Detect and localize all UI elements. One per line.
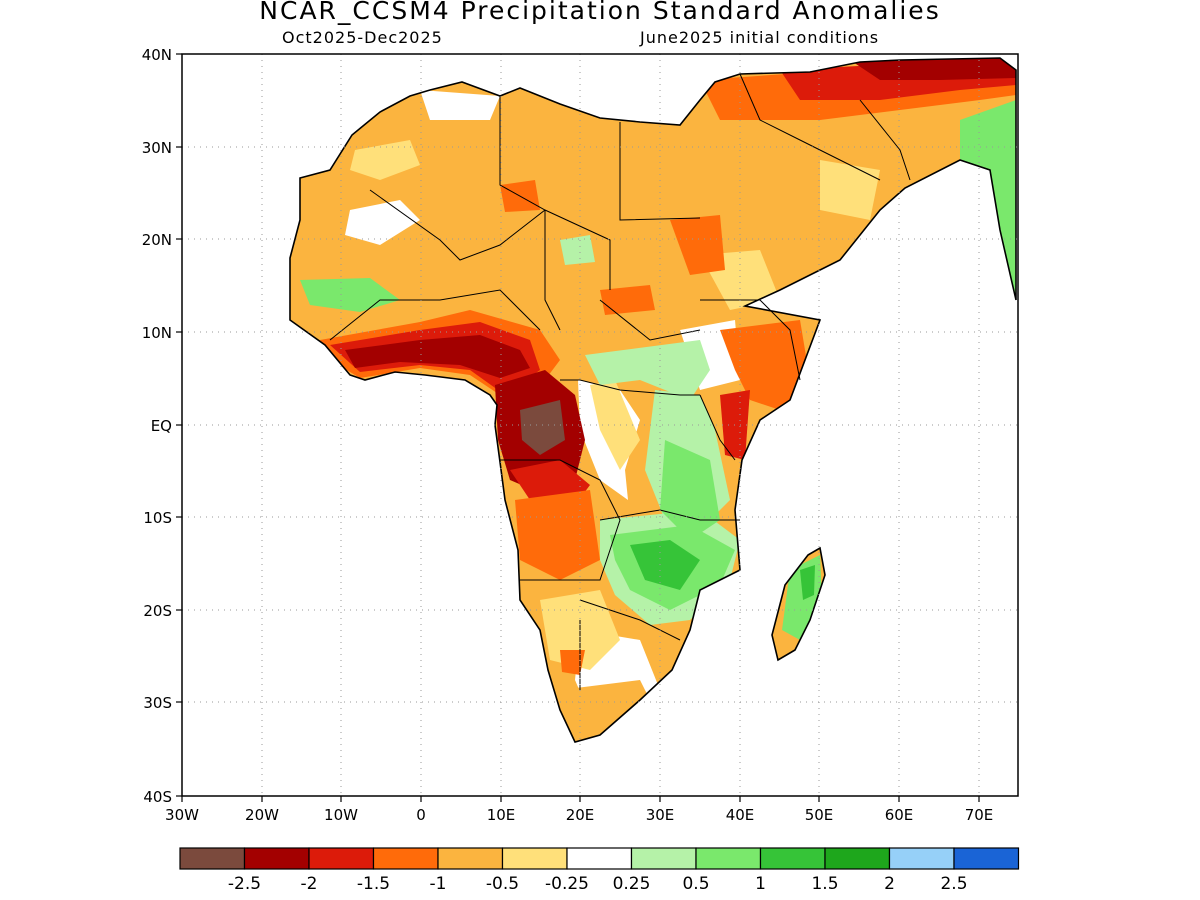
legend-swatch [630, 847, 697, 870]
legend-label: 2 [884, 874, 895, 894]
color-legend: -2.5 -2 -1.5 -1 -0.5 -0.25 0.25 0.5 1 1.5 2 2.5 [179, 847, 1020, 894]
legend-label: -2.5 [228, 874, 261, 894]
lat-label: 10S [143, 509, 172, 527]
initial-conditions: June2025 initial conditions [640, 28, 880, 47]
legend-label: -2 [301, 874, 318, 894]
map-title: NCAR_CCSM4 Precipitation Standard Anomal… [259, 0, 941, 25]
lat-label: 40S [143, 788, 172, 806]
legend-swatch [824, 847, 891, 870]
lon-label: 60E [885, 806, 914, 824]
lon-label: 50E [805, 806, 834, 824]
coastlines [289, 57, 1017, 743]
legend-swatch [308, 847, 375, 870]
legend-swatch [566, 847, 633, 870]
lon-label: 40E [726, 806, 755, 824]
legend-label: 1.5 [811, 874, 838, 894]
lat-label: 20S [143, 602, 172, 620]
longitude-labels: 30W 20W 10W 0 10E 20E 30E 40E 50E 60E 70… [165, 806, 993, 824]
legend-label: 2.5 [940, 874, 967, 894]
lat-label: 30S [143, 694, 172, 712]
legend-swatch [695, 847, 762, 870]
lon-label: 30W [165, 806, 199, 824]
latitude-labels: 40N 30N 20N 10N EQ 10S 20S 30S 40S [142, 46, 172, 806]
lon-label: 20W [245, 806, 279, 824]
legend-swatch [759, 847, 826, 870]
legend-swatch [372, 847, 439, 870]
lon-label: 10E [487, 806, 516, 824]
axis-ticks [176, 53, 980, 802]
lat-label: 10N [142, 324, 172, 342]
country-borders [329, 73, 911, 690]
lat-label: 40N [142, 46, 172, 64]
legend-label: 1 [755, 874, 766, 894]
forecast-period: Oct2025-Dec2025 [282, 28, 443, 47]
lat-label: 30N [142, 139, 172, 157]
lat-label: EQ [151, 417, 172, 435]
lon-label: 30E [646, 806, 675, 824]
lon-label: 10W [324, 806, 358, 824]
legend-swatch [953, 847, 1020, 870]
lon-label: 20E [566, 806, 595, 824]
legend-swatch [243, 847, 310, 870]
legend-label: -1 [430, 874, 447, 894]
legend-swatch [501, 847, 568, 870]
lon-label: 0 [416, 806, 426, 824]
legend-label: -0.5 [486, 874, 519, 894]
lat-label: 20N [142, 231, 172, 249]
lon-label: 70E [965, 806, 994, 824]
legend-swatch [179, 847, 246, 870]
legend-label: 0.25 [613, 874, 651, 894]
legend-label: 0.5 [682, 874, 709, 894]
legend-label: -1.5 [357, 874, 390, 894]
legend-swatch [888, 847, 955, 870]
legend-swatch [437, 847, 504, 870]
lat-lon-grid [182, 54, 1018, 796]
legend-label: -0.25 [545, 874, 589, 894]
